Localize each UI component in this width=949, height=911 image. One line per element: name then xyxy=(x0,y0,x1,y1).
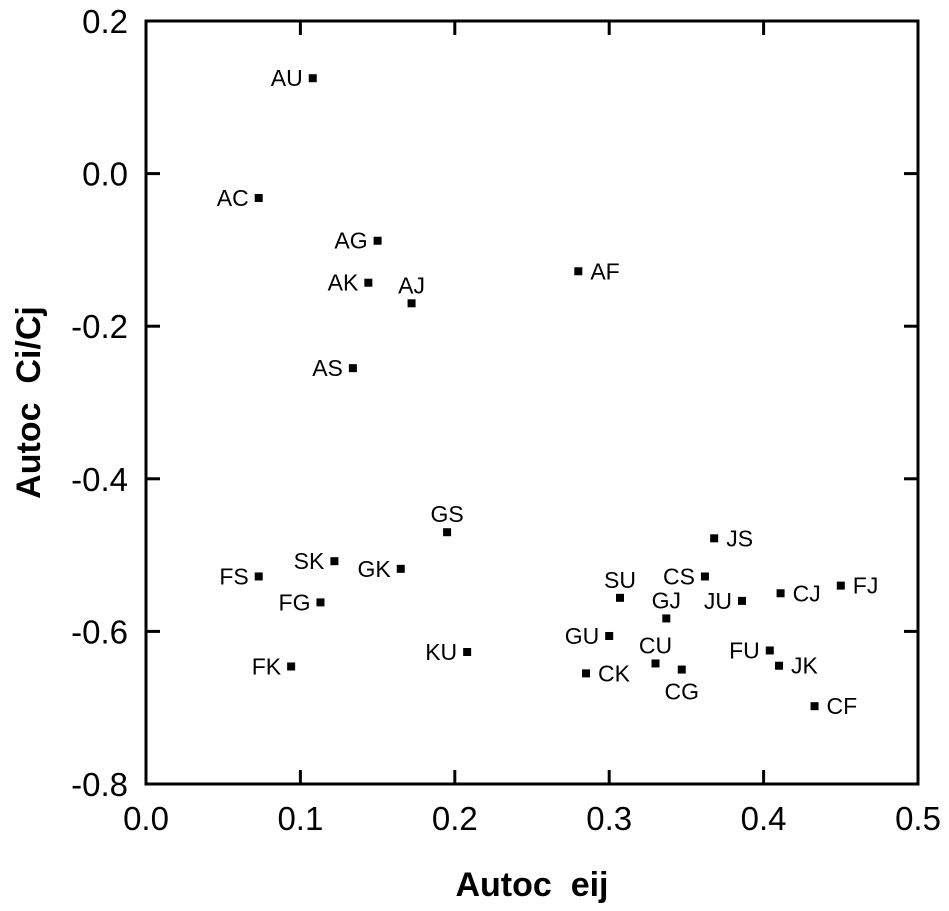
point-marker-cj xyxy=(776,589,785,598)
point-label-cu: CU xyxy=(639,632,672,658)
point-label-jk: JK xyxy=(791,653,819,679)
x-axis-title: Autoc eij xyxy=(455,866,608,904)
point-marker-gs xyxy=(443,528,452,537)
x-tick-label-4: 0.4 xyxy=(741,800,787,837)
point-label-gj: GJ xyxy=(652,587,681,613)
x-tick-label-2: 0.2 xyxy=(432,800,478,837)
point-marker-cs xyxy=(700,572,709,581)
x-tick-label-0: 0.0 xyxy=(123,800,169,837)
point-label-as: AS xyxy=(312,355,343,381)
plot-frame xyxy=(144,19,920,786)
point-marker-ju xyxy=(737,596,746,605)
point-label-gu: GU xyxy=(565,623,600,649)
point-label-cs: CS xyxy=(663,563,695,589)
y-tick-label-2: -0.2 xyxy=(71,308,128,345)
point-marker-as xyxy=(348,364,357,373)
x-tick-label-1: 0.1 xyxy=(277,800,323,837)
y-axis-ticks: 0.2 0.0 -0.2 -0.4 -0.6 -0.8 xyxy=(71,3,918,803)
point-label-ku: KU xyxy=(425,639,457,665)
point-marker-fs xyxy=(254,572,263,581)
point-marker-cu xyxy=(651,659,660,668)
point-label-fg: FG xyxy=(279,589,311,615)
point-marker-ck xyxy=(582,669,591,678)
point-marker-gj xyxy=(662,614,671,623)
point-label-gk: GK xyxy=(358,556,392,582)
point-marker-ku xyxy=(463,648,472,657)
point-label-cf: CF xyxy=(827,693,858,719)
x-tick-label-5: 0.5 xyxy=(895,800,941,837)
y-axis-title: Autoc Ci/Cj xyxy=(10,306,48,499)
point-label-fu: FU xyxy=(729,637,760,663)
point-marker-gk xyxy=(396,564,405,573)
point-marker-fg xyxy=(316,598,325,607)
y-tick-label-5: -0.8 xyxy=(71,766,128,803)
point-marker-aj xyxy=(407,299,416,308)
point-label-ag: AG xyxy=(334,228,367,254)
point-label-cg: CG xyxy=(665,679,700,705)
point-marker-af xyxy=(574,267,583,276)
point-marker-au xyxy=(308,74,317,83)
point-marker-ak xyxy=(364,278,373,287)
point-label-ck: CK xyxy=(598,660,631,686)
point-marker-su xyxy=(616,593,625,602)
point-label-ac: AC xyxy=(217,185,249,211)
point-marker-jk xyxy=(775,661,784,670)
point-label-ak: AK xyxy=(328,270,359,296)
data-points: AU AC AG AK AJ AF AS GS JS SK GK FS CS CJ FJ SU FG JU GJ GU… xyxy=(217,65,879,719)
point-marker-fu xyxy=(765,646,774,655)
point-label-aj: AJ xyxy=(398,272,425,298)
x-axis-ticks: 0.0 0.1 0.2 0.3 0.4 0.5 xyxy=(123,21,941,837)
point-label-gs: GS xyxy=(430,501,463,527)
point-marker-js xyxy=(710,534,719,543)
point-label-fs: FS xyxy=(219,563,248,589)
y-tick-label-1: 0.0 xyxy=(82,156,128,193)
point-label-fj: FJ xyxy=(853,573,879,599)
point-marker-fk xyxy=(287,662,296,671)
point-marker-sk xyxy=(330,557,339,566)
y-tick-label-0: 0.2 xyxy=(82,3,128,40)
point-label-su: SU xyxy=(604,567,636,593)
point-label-au: AU xyxy=(271,65,303,91)
point-marker-cg xyxy=(677,665,686,674)
point-label-sk: SK xyxy=(294,548,325,574)
x-tick-label-3: 0.3 xyxy=(586,800,632,837)
point-label-fk: FK xyxy=(252,653,282,679)
point-marker-cf xyxy=(810,702,819,711)
point-marker-ac xyxy=(254,194,263,203)
point-label-ju: JU xyxy=(704,588,732,614)
y-tick-label-4: -0.6 xyxy=(71,613,128,650)
point-label-cj: CJ xyxy=(793,580,821,606)
point-label-js: JS xyxy=(726,525,753,551)
point-marker-gu xyxy=(605,631,614,640)
point-marker-fj xyxy=(836,581,845,590)
point-label-af: AF xyxy=(590,258,619,284)
point-marker-ag xyxy=(373,236,382,245)
y-tick-label-3: -0.4 xyxy=(71,461,128,498)
